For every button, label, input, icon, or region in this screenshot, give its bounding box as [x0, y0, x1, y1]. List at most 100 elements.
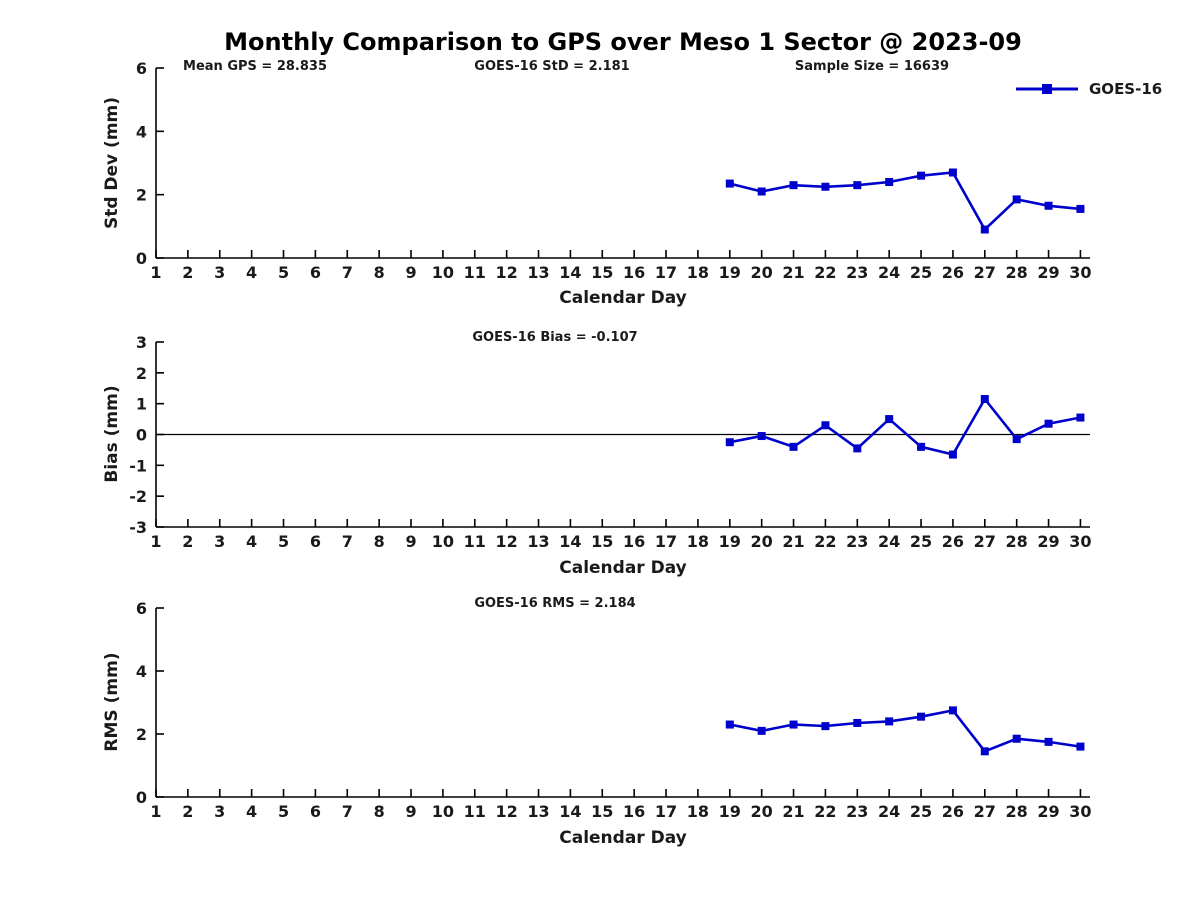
- x-tick-label: 25: [910, 802, 932, 821]
- x-tick-label: 23: [846, 532, 868, 551]
- x-tick-label: 28: [1006, 263, 1028, 282]
- x-tick-label: 21: [782, 263, 804, 282]
- x-tick-label: 29: [1037, 532, 1059, 551]
- x-tick-label: 24: [878, 802, 900, 821]
- x-tick-label: 30: [1069, 532, 1091, 551]
- x-tick-label: 3: [214, 802, 225, 821]
- annotation-sample-size: Sample Size = 16639: [794, 59, 950, 74]
- x-tick-label: 16: [623, 263, 645, 282]
- y-tick-label: -1: [129, 456, 147, 475]
- series-marker: [948, 450, 957, 459]
- y-tick-label: 6: [136, 599, 147, 618]
- x-tick-label: 19: [719, 532, 741, 551]
- x-tick-label: 5: [278, 532, 289, 551]
- x-tick-label: 8: [374, 532, 385, 551]
- y-tick-label: 0: [136, 788, 147, 807]
- annotation-mean-gps: Mean GPS = 28.835: [183, 59, 327, 74]
- xlabel-calendar-day-bottom: Calendar Day: [559, 828, 687, 848]
- xlabel-calendar-day-top: Calendar Day: [559, 288, 687, 308]
- x-tick-label: 6: [310, 263, 321, 282]
- series-marker: [853, 718, 862, 727]
- x-tick-label: 24: [878, 263, 900, 282]
- x-tick-label: 12: [496, 532, 518, 551]
- x-tick-label: 6: [310, 532, 321, 551]
- x-tick-label: 10: [432, 532, 454, 551]
- x-tick-label: 9: [405, 532, 416, 551]
- y-tick-label: 3: [136, 333, 147, 352]
- x-tick-label: 15: [591, 532, 613, 551]
- annotation-goes16-bias: GOES-16 Bias = -0.107: [472, 330, 638, 345]
- x-tick-label: 30: [1069, 263, 1091, 282]
- x-tick-label: 14: [559, 532, 581, 551]
- series-marker: [853, 181, 862, 190]
- series-marker: [1044, 737, 1053, 746]
- y-tick-label: 0: [136, 249, 147, 268]
- figure-title: Monthly Comparison to GPS over Meso 1 Se…: [224, 28, 1022, 56]
- series-marker: [821, 182, 830, 191]
- x-tick-label: 22: [814, 263, 836, 282]
- x-tick-label: 22: [814, 802, 836, 821]
- x-tick-label: 12: [496, 263, 518, 282]
- x-tick-label: 8: [374, 802, 385, 821]
- ylabel-rms: RMS (mm): [102, 652, 122, 752]
- y-tick-label: 2: [136, 364, 147, 383]
- x-tick-label: 7: [342, 532, 353, 551]
- series-marker: [1076, 742, 1085, 751]
- y-tick-label: -3: [129, 518, 147, 537]
- series-line-GOES-16: [729, 171, 1081, 232]
- x-tick-label: 30: [1069, 802, 1091, 821]
- x-tick-label: 25: [910, 532, 932, 551]
- annotation-goes16-rms: GOES-16 RMS = 2.184: [474, 596, 636, 611]
- y-tick-label: 6: [136, 59, 147, 78]
- x-tick-label: 4: [246, 802, 257, 821]
- ylabel-bias: Bias (mm): [102, 385, 122, 483]
- x-tick-label: 21: [782, 802, 804, 821]
- x-tick-label: 22: [814, 532, 836, 551]
- x-tick-label: 27: [974, 263, 996, 282]
- series-marker: [789, 181, 798, 190]
- x-tick-label: 26: [942, 802, 964, 821]
- x-tick-label: 27: [974, 532, 996, 551]
- x-tick-label: 16: [623, 802, 645, 821]
- x-tick-label: 28: [1006, 802, 1028, 821]
- series-marker: [980, 395, 989, 404]
- x-tick-label: 19: [719, 263, 741, 282]
- y-tick-label: -2: [129, 487, 147, 506]
- x-tick-label: 12: [496, 802, 518, 821]
- x-tick-label: 16: [623, 532, 645, 551]
- x-tick-label: 3: [214, 263, 225, 282]
- y-tick-label: 4: [136, 662, 147, 681]
- x-tick-label: 18: [687, 263, 709, 282]
- y-tick-label: 0: [136, 426, 147, 445]
- x-tick-label: 26: [942, 263, 964, 282]
- x-tick-label: 20: [751, 802, 773, 821]
- series-marker: [948, 168, 957, 177]
- x-tick-label: 8: [374, 263, 385, 282]
- annotation-goes16-std: GOES-16 StD = 2.181: [474, 59, 630, 74]
- series-marker: [853, 444, 862, 453]
- x-tick-label: 4: [246, 263, 257, 282]
- legend-line-marker-icon: [1016, 84, 1078, 94]
- series-marker: [1044, 201, 1053, 210]
- series-marker: [757, 432, 766, 441]
- y-tick-label: 1: [136, 395, 147, 414]
- series-marker: [1076, 204, 1085, 213]
- legend-label: GOES-16: [1089, 80, 1163, 98]
- x-tick-label: 11: [464, 263, 486, 282]
- x-tick-label: 17: [655, 532, 677, 551]
- x-tick-label: 27: [974, 802, 996, 821]
- x-tick-label: 15: [591, 263, 613, 282]
- x-tick-label: 23: [846, 263, 868, 282]
- series-marker: [980, 225, 989, 234]
- x-tick-label: 20: [751, 263, 773, 282]
- y-tick-label: 2: [136, 725, 147, 744]
- series-marker: [725, 438, 734, 447]
- x-tick-label: 13: [527, 263, 549, 282]
- x-tick-label: 17: [655, 263, 677, 282]
- x-tick-label: 10: [432, 263, 454, 282]
- x-tick-label: 2: [182, 263, 193, 282]
- series-marker: [757, 726, 766, 735]
